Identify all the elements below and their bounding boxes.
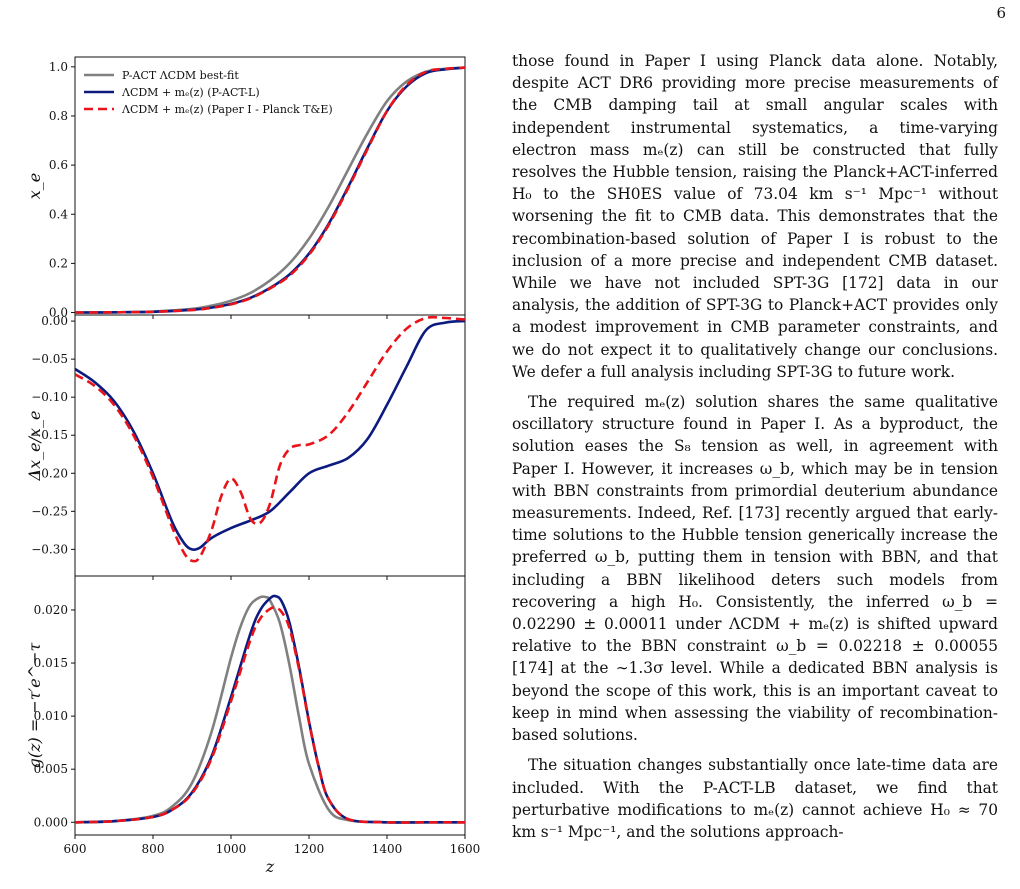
paragraph-2: The required mₑ(z) solution shares the s… — [512, 393, 998, 745]
panel-frame — [74, 314, 466, 577]
x-tick-label: 1600 — [450, 842, 481, 856]
y-axis-label: Δx_e/x_e — [25, 411, 44, 482]
y-tick-label: −0.25 — [31, 504, 68, 518]
panel-1: 0.0 0.2 0.4 0.6 0.8 1.0 x_e — [25, 56, 466, 320]
series-group — [75, 315, 465, 563]
series-group — [75, 594, 465, 824]
y-axis-label: x_e — [25, 173, 44, 200]
y-tick-label: 0.0 — [49, 306, 68, 320]
panel-frame — [74, 575, 466, 836]
y-tick-label: −0.05 — [31, 352, 68, 366]
x-axis-label: z — [265, 857, 275, 876]
legend-label: P-ACT ΛCDM best-fit — [122, 69, 239, 82]
paragraph-1: those found in Paper I using Planck data… — [512, 52, 998, 381]
series-group — [75, 66, 465, 314]
x-tick-label: 600 — [64, 842, 87, 856]
figure: 0.0 0.2 0.4 0.6 0.8 1.0 x_e −0.30 −0.25 −0.20 −0.1… — [25, 56, 481, 876]
series-line — [75, 66, 465, 314]
y-tick-label: 0.015 — [34, 656, 68, 670]
legend-label: ΛCDM + mₑ(z) (Paper I - Planck T&E) — [121, 103, 333, 116]
y-tick-label: 0.010 — [34, 709, 68, 723]
y-tick-label: −0.10 — [31, 390, 68, 404]
x-tick-label: 1000 — [216, 842, 247, 856]
y-tick-label: 0.2 — [49, 256, 68, 270]
panel-3: 0.000 0.005 0.010 0.015 0.020 600 800 1000 1200 1… — [25, 575, 481, 856]
y-tick-label: 0.000 — [34, 815, 68, 829]
y-tick-label: 0.00 — [41, 314, 68, 328]
y-tick-label: 0.8 — [49, 109, 68, 123]
panel-2: −0.30 −0.25 −0.20 −0.15 −0.10 −0.05 0.00 Δx_e/x… — [25, 314, 466, 580]
y-tick-label: 0.020 — [34, 603, 68, 617]
series-line — [75, 595, 465, 824]
y-tick-label: 0.005 — [34, 762, 68, 776]
y-tick-label: 0.6 — [49, 158, 68, 172]
legend-label: ΛCDM + mₑ(z) (P-ACT-L) — [121, 86, 260, 99]
x-tick-label: 1400 — [372, 842, 403, 856]
y-tick-label: 1.0 — [49, 60, 68, 74]
series-line — [75, 594, 465, 824]
y-axis-label: g(z) = −τ′e^−τ — [25, 641, 44, 768]
series-line — [75, 606, 465, 824]
series-line — [75, 315, 465, 563]
page-number: 6 — [996, 4, 1006, 22]
y-tick-label: −0.15 — [31, 428, 68, 442]
legend: P-ACT ΛCDM best-fit ΛCDM + mₑ(z) (P-ACT-L… — [84, 69, 333, 116]
paragraph-3: The situation changes substantially once… — [512, 756, 998, 841]
y-tick-label: −0.20 — [31, 466, 68, 480]
y-tick-label: 0.4 — [49, 207, 68, 221]
x-tick-label: 1200 — [294, 842, 325, 856]
y-tick-label: −0.30 — [31, 542, 68, 556]
text-column: those found in Paper I using Planck data… — [512, 50, 998, 851]
x-tick-label: 800 — [142, 842, 165, 856]
